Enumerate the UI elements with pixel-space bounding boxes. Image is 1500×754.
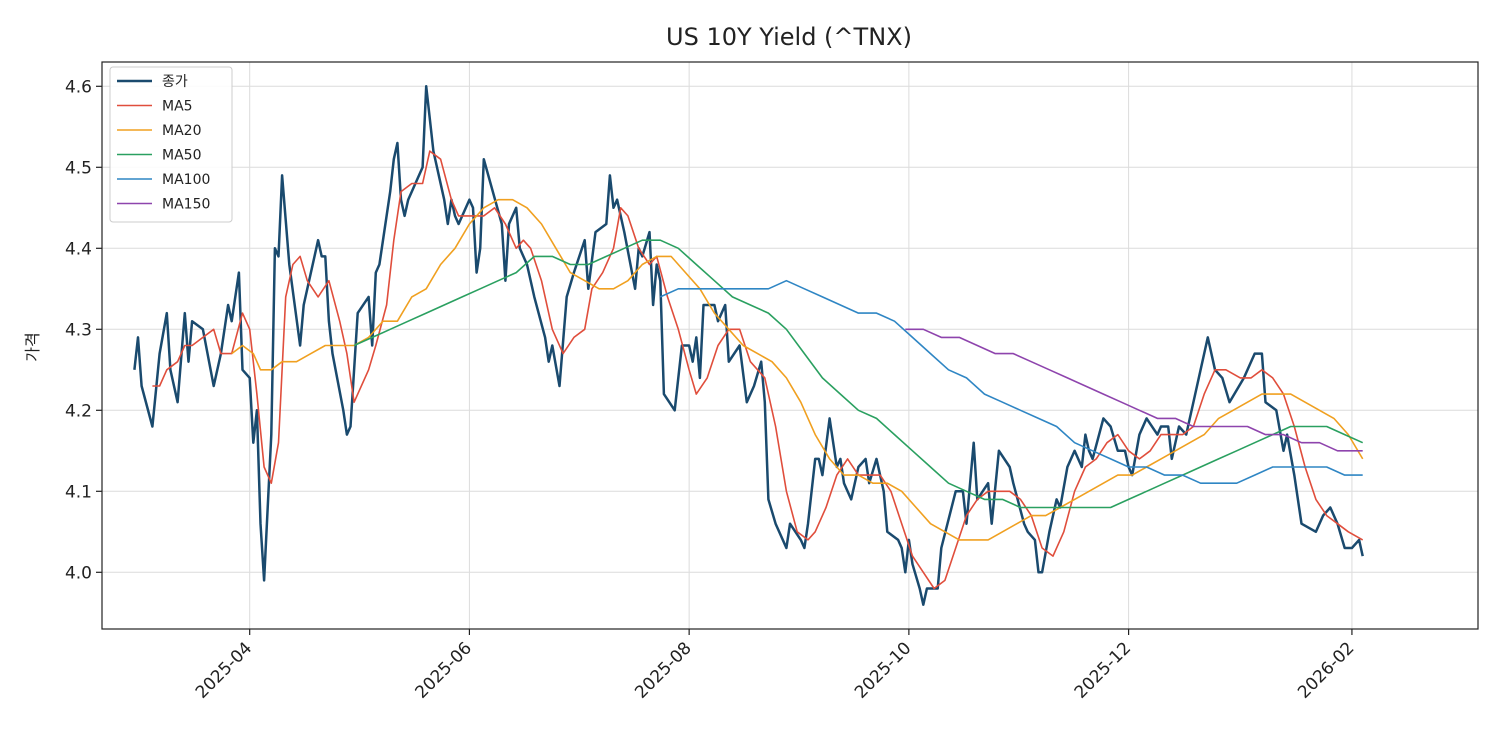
series-line xyxy=(231,198,1364,541)
x-tick-label: 2025-12 xyxy=(1071,638,1135,702)
grid xyxy=(102,62,1478,629)
y-tick-label: 4.5 xyxy=(65,158,92,178)
chart-title: US 10Y Yield (^TNX) xyxy=(666,23,912,51)
series-lines xyxy=(133,85,1364,606)
legend-label: 종가 xyxy=(162,74,188,90)
y-tick-label: 4.6 xyxy=(65,77,92,97)
x-axis: 2025-04 2025-06 2025-08 2025-10 2025-12 2026-… xyxy=(192,629,1358,703)
y-tick-label: 4.4 xyxy=(65,239,92,259)
y-axis-label: 가격 xyxy=(23,332,42,361)
legend: 종가 MA5 MA20 MA50 MA100 MA150 xyxy=(109,66,233,223)
legend-label: MA5 xyxy=(162,99,193,115)
x-tick-label: 2026-02 xyxy=(1294,638,1358,702)
series-line xyxy=(659,279,1363,485)
series-line xyxy=(353,239,1364,509)
series-line xyxy=(133,85,1364,606)
series-line xyxy=(152,150,1364,590)
x-tick-label: 2025-08 xyxy=(631,638,695,702)
legend-label: MA150 xyxy=(162,197,210,213)
legend-label: MA50 xyxy=(162,148,201,164)
y-tick-label: 4.2 xyxy=(65,401,92,421)
x-tick-label: 2025-04 xyxy=(192,638,256,702)
series-line xyxy=(905,328,1363,452)
legend-label: MA20 xyxy=(162,123,201,139)
plot-frame xyxy=(101,61,1479,630)
y-tick-label: 4.0 xyxy=(65,563,92,583)
y-axis: 4.0 4.1 4.2 4.3 4.4 4.5 4.6 xyxy=(65,77,102,583)
x-tick-label: 2025-10 xyxy=(851,638,915,702)
legend-label: MA100 xyxy=(162,172,210,188)
y-tick-label: 4.3 xyxy=(65,320,92,340)
y-tick-label: 4.1 xyxy=(65,482,92,502)
x-tick-label: 2025-06 xyxy=(412,638,476,702)
